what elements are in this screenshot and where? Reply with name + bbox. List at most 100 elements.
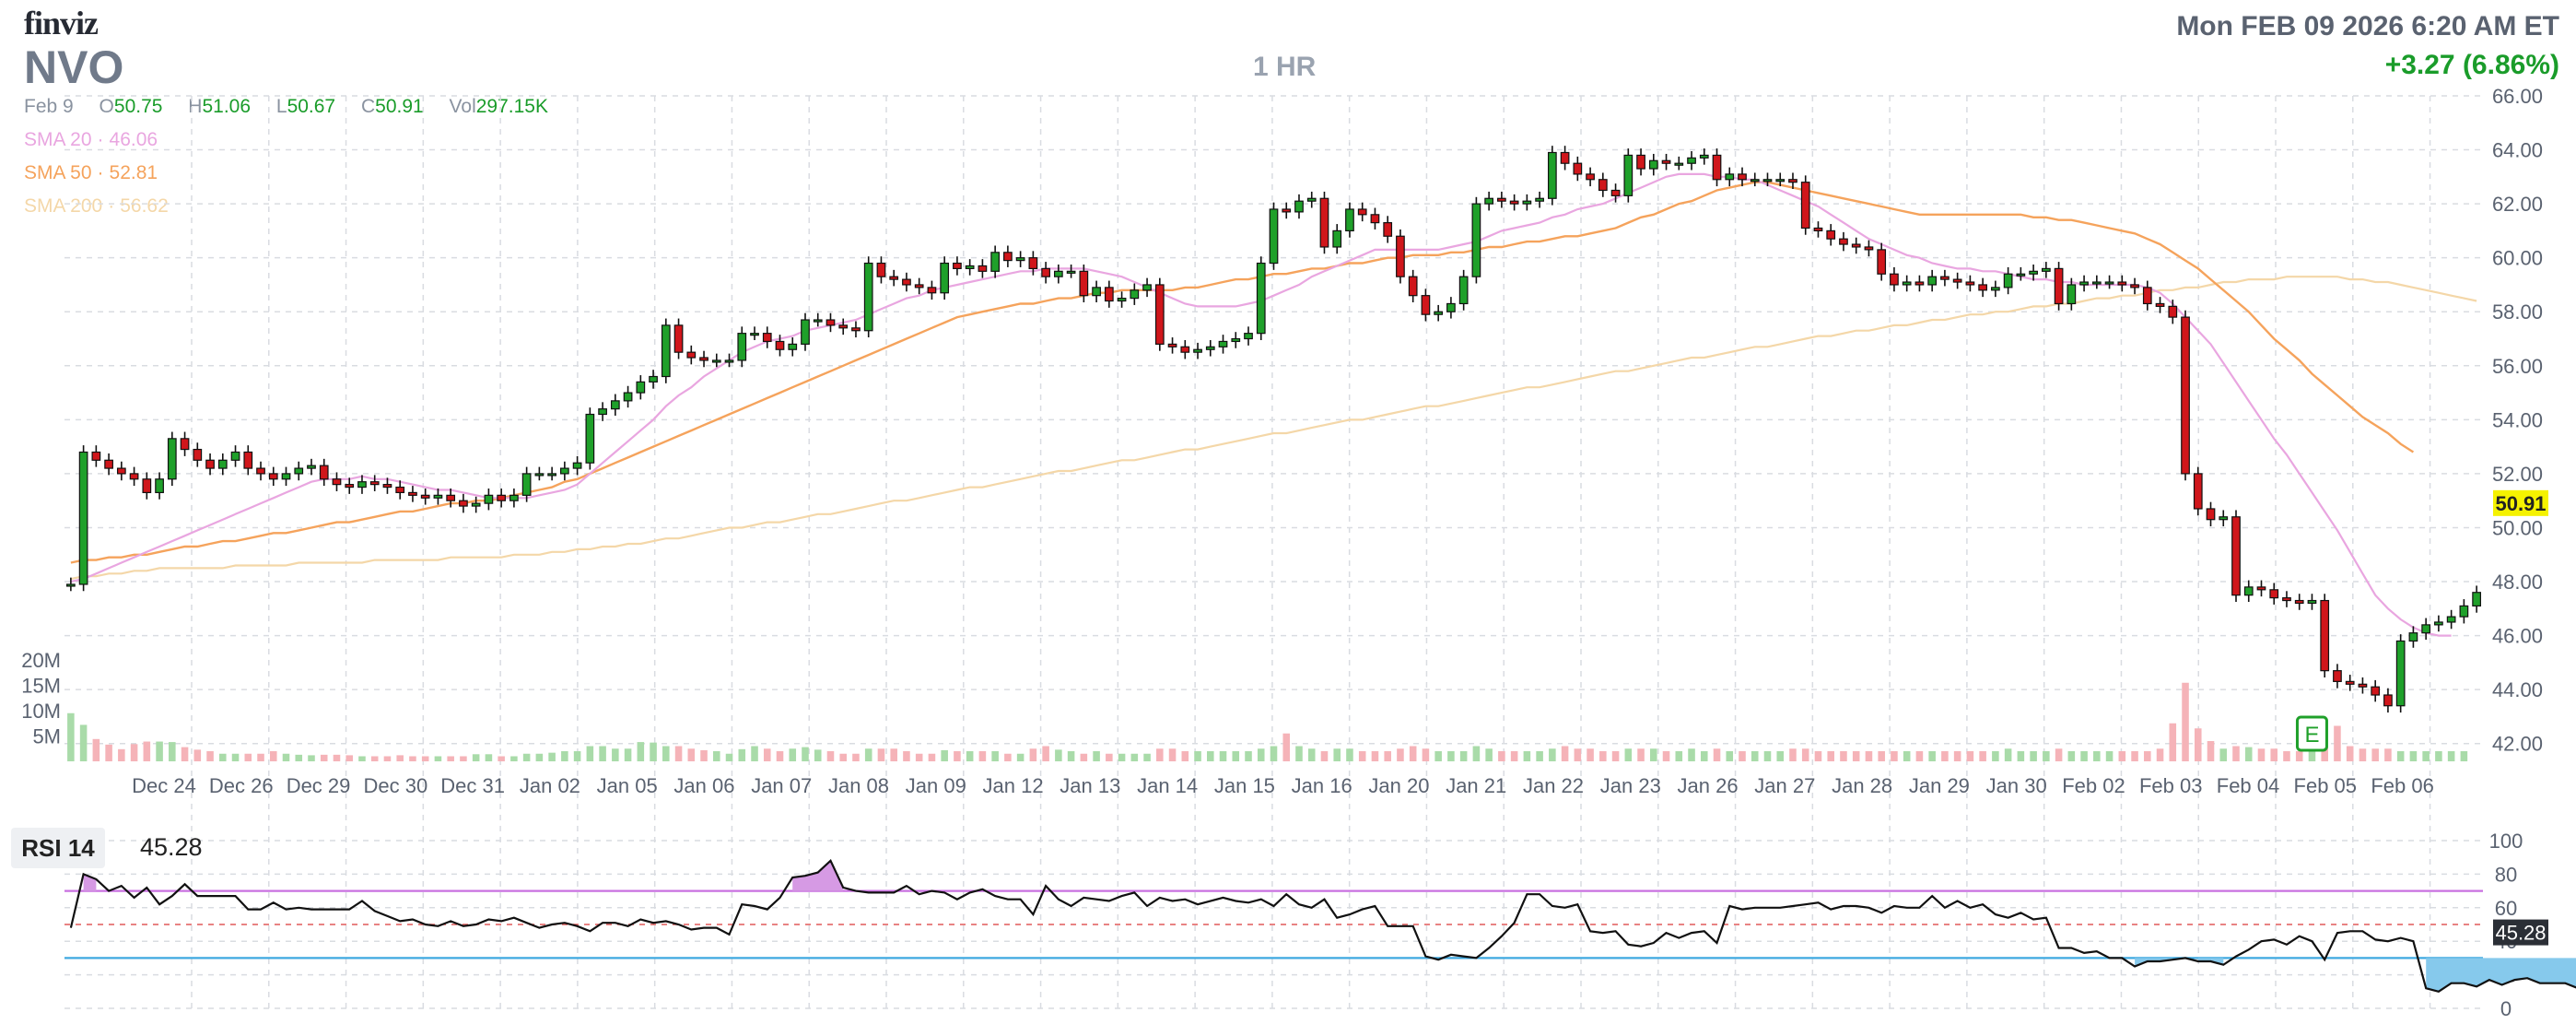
candle [1471, 196, 1481, 284]
candle [1497, 191, 1506, 208]
volume-bar [1611, 751, 1620, 761]
volume-bar [1941, 751, 1949, 761]
candle-body [1813, 227, 1823, 232]
rsi-label[interactable]: RSI 14 [11, 828, 105, 868]
volume-bar [1700, 751, 1708, 761]
volume-axis-label: 5M [32, 725, 61, 748]
finviz-logo[interactable]: finviz [24, 5, 99, 41]
candle-body [1421, 295, 1431, 315]
candle-body [1092, 287, 1101, 297]
candle [2472, 585, 2481, 613]
sma20-legend[interactable]: SMA 20 · 46.06 [24, 129, 158, 150]
candle [534, 466, 544, 481]
volume-bar [1118, 753, 1126, 761]
date-axis-label: Jan 13 [1060, 774, 1120, 797]
candle-body [129, 473, 139, 480]
candle [1079, 265, 1089, 302]
candle-body [1762, 179, 1773, 182]
candle-body [1244, 333, 1253, 340]
candle [2395, 634, 2406, 713]
candle-body [547, 473, 556, 477]
date-axis-label: Feb 04 [2217, 774, 2280, 797]
volume-bar [991, 751, 999, 761]
date-axis-label: Jan 16 [1292, 774, 1352, 797]
candle-body [294, 467, 304, 475]
candle [2459, 599, 2469, 624]
volume-bar [1093, 751, 1100, 761]
volume-bar [1561, 746, 1569, 761]
volume-bar [700, 749, 708, 761]
candle [2003, 266, 2013, 295]
candle [1345, 202, 1354, 238]
volume-bar [1042, 746, 1049, 761]
candle-body [281, 473, 291, 480]
candle [2104, 275, 2114, 289]
candle [889, 269, 899, 287]
candle-body [1357, 208, 1367, 216]
candle-body [1306, 197, 1317, 202]
volume-bar [219, 753, 227, 761]
rsi-line [69, 858, 2576, 993]
candle-body [1269, 208, 1279, 265]
candle [1218, 335, 1228, 354]
volume-bar [1067, 751, 1075, 761]
candle [636, 375, 646, 400]
rsi-axis-label: 100 [2489, 830, 2523, 853]
date-axis-label: Dec 24 [132, 774, 196, 797]
candle-body [1028, 257, 1038, 269]
candle [1940, 269, 1950, 287]
candle-body [914, 284, 924, 288]
candle-body [673, 324, 684, 353]
candle [2206, 501, 2216, 527]
candle [408, 486, 417, 502]
candle-body [1332, 230, 1342, 248]
volume-bar [1485, 748, 1493, 761]
candle [332, 472, 342, 491]
volume-bar [1536, 751, 1543, 761]
candle [433, 489, 443, 505]
candle-body [1738, 173, 1747, 181]
date-axis-label: Jan 09 [906, 774, 966, 797]
volume-bar [485, 754, 493, 761]
volume-bar [2194, 728, 2202, 761]
volume-bar [67, 712, 75, 761]
candle-body [610, 400, 620, 410]
candle-body [205, 459, 215, 469]
volume-bar [2105, 751, 2113, 761]
volume-bar [1549, 748, 1556, 761]
volume-bar [396, 755, 404, 761]
candle-body [1687, 157, 1696, 164]
date-axis-label: Jan 12 [983, 774, 1044, 797]
candle-body [319, 465, 329, 480]
date-axis-label: Jan 21 [1446, 774, 1506, 797]
volume-bar [522, 753, 531, 761]
volume-bar [2093, 751, 2101, 761]
candle-body [243, 451, 253, 469]
candle-body [1434, 311, 1444, 315]
rsi-axis-label: 60 [2495, 897, 2517, 920]
volume-bar [738, 748, 746, 761]
candle-body [2029, 270, 2038, 275]
low-label: L [275, 96, 287, 117]
candle-body [636, 381, 646, 394]
volume-bar [2017, 751, 2025, 761]
volume-bar [2030, 751, 2037, 761]
candle-body [420, 494, 430, 499]
candle [649, 370, 658, 389]
volume-bar [282, 753, 290, 761]
candle-body [838, 324, 849, 329]
candle-body [1218, 340, 1228, 347]
volume-bar [1358, 751, 1366, 761]
candle-body [1586, 173, 1595, 181]
candle [572, 455, 582, 476]
volume-bar [548, 752, 556, 761]
candle [1851, 237, 1861, 254]
candle [1547, 146, 1557, 206]
volume-bar [1016, 753, 1025, 761]
candle [180, 431, 190, 456]
candle [775, 335, 785, 357]
sma50-legend[interactable]: SMA 50 · 52.81 [24, 162, 158, 183]
candle [1623, 148, 1633, 203]
sma200-legend[interactable]: SMA 200 · 56.62 [24, 195, 169, 217]
